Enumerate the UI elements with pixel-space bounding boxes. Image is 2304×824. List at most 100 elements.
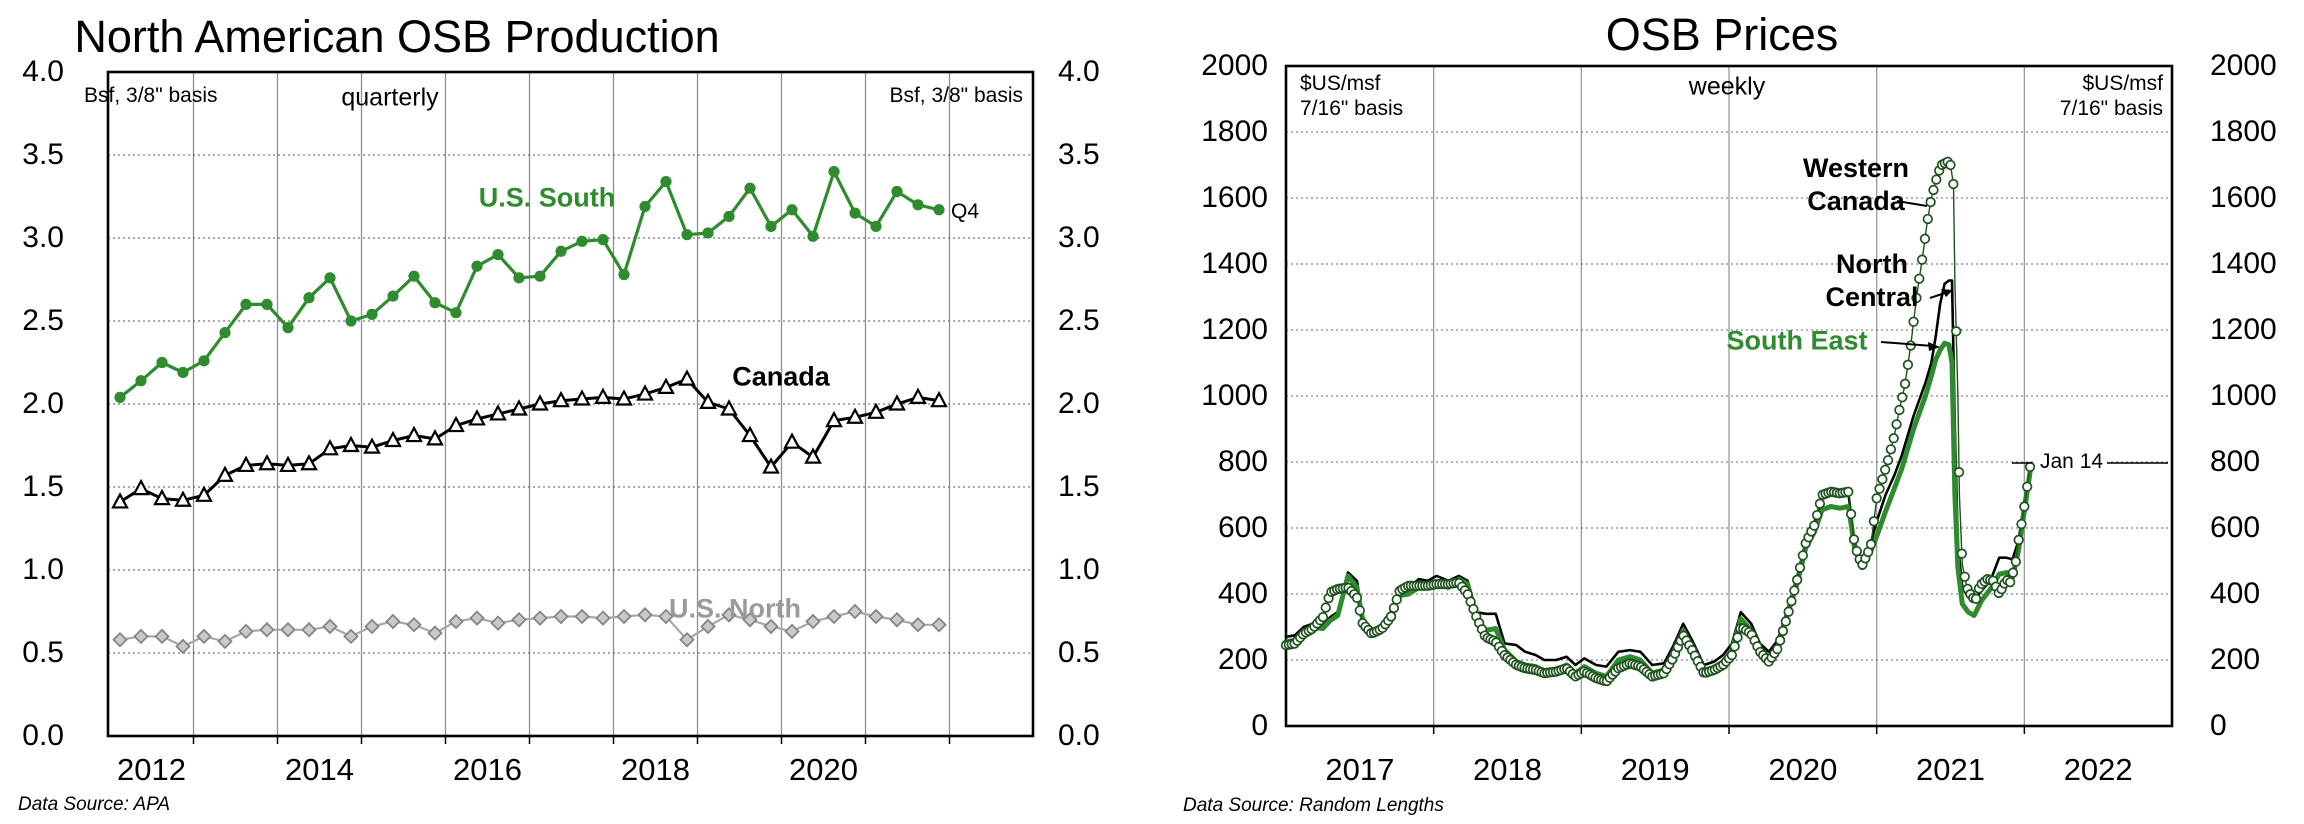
production-data-source: Data Source: APA (18, 794, 171, 815)
y-axis-tick-label: 2.0 (1058, 387, 1100, 420)
western-canada-weekly-marker (1789, 585, 1800, 596)
western-canada-weekly-marker (1388, 602, 1400, 614)
prices-unit-label-left: $US/msf 7/16" basis (1300, 71, 1403, 121)
western-canada-weekly-marker (1794, 562, 1806, 573)
western-canada-weekly-marker (1726, 650, 1737, 661)
y-axis-tick-label: 1800 (2210, 115, 2277, 148)
western-canada-weekly-marker (1877, 474, 1888, 485)
us-south-marker (492, 249, 504, 261)
western-canada-weekly-marker (1871, 493, 1882, 504)
us-south-marker (135, 375, 147, 387)
canada-marker (300, 453, 318, 471)
canada-marker (279, 455, 297, 473)
us-north-marker (532, 610, 548, 626)
us-north-marker (784, 623, 800, 640)
us-north-marker (322, 618, 338, 635)
western-canada-weekly-marker (1797, 550, 1808, 561)
canada-marker (552, 390, 570, 408)
y-axis-tick-label: 3.0 (1058, 221, 1100, 254)
canada-marker (426, 429, 444, 446)
western-canada-weekly-marker (1809, 520, 1820, 531)
western-canada-weekly-marker (1885, 444, 1897, 455)
us-north-marker (112, 631, 128, 648)
us-south-marker (618, 268, 630, 281)
western-canada-weekly-marker (1970, 593, 1982, 604)
us-north-marker (364, 618, 380, 635)
y-axis-tick-label: 0.5 (1058, 636, 1100, 669)
canada-marker (825, 410, 843, 428)
us-north-marker (595, 610, 611, 626)
us-north-marker (679, 631, 695, 648)
western-canada-weekly-marker (1774, 635, 1786, 646)
us-north-marker (847, 603, 863, 620)
canada-marker (237, 455, 255, 473)
us-north-marker (637, 607, 653, 623)
y-axis-tick-label: 0.0 (22, 719, 64, 752)
us-north-marker (427, 625, 443, 641)
western-canada-weekly-marker (1953, 467, 1965, 478)
x-axis-tick-label: 2022 (2063, 752, 2133, 787)
us-south-marker (807, 230, 819, 242)
y-axis-tick-label: 1.0 (22, 553, 64, 586)
canada-marker (699, 392, 717, 409)
x-axis-tick-label: 2021 (1916, 752, 1985, 787)
us-north-marker (742, 612, 758, 628)
us-north-marker (721, 607, 737, 623)
last-point-label-q4: Q4 (951, 200, 980, 223)
prices-unit-line1-right: $US/msf (2082, 72, 2163, 95)
y-axis-tick-label: 400 (2210, 577, 2261, 610)
y-axis-tick-label: 1.5 (22, 470, 64, 503)
us-south-marker (576, 235, 588, 247)
western-canada-weekly-marker (1956, 548, 1968, 559)
canada-marker (510, 399, 528, 416)
western-canada-weekly-marker (1814, 498, 1826, 509)
us-south-marker (660, 175, 672, 188)
western-canada-weekly-marker (1908, 316, 1919, 327)
us-south-marker (681, 229, 693, 241)
us-north-marker (469, 610, 485, 626)
us-north-marker (910, 617, 926, 633)
canada-marker (531, 394, 549, 411)
prices-unit-line1: $US/msf (1300, 72, 1381, 95)
canada-marker (342, 435, 360, 453)
western-canada-weekly-marker (1928, 184, 1939, 196)
us-south-marker (891, 185, 903, 198)
us-south-marker (534, 270, 546, 282)
us-south-marker (345, 315, 357, 327)
western-canada-weekly-marker (1922, 213, 1933, 225)
western-canada-weekly-marker (1905, 340, 1916, 351)
y-axis-tick-label: 1.5 (1058, 470, 1100, 503)
x-axis-tick-label: 2018 (621, 752, 690, 787)
western-canada-weekly-marker (1783, 606, 1794, 617)
y-axis-tick-label: 1600 (1201, 181, 1268, 214)
y-axis-tick-label: 400 (1217, 577, 1268, 610)
western-canada-weekly-marker (1777, 625, 1789, 637)
western-canada-weekly-marker (1888, 433, 1899, 444)
western-canada-weekly-marker (1729, 641, 1740, 652)
y-axis-tick-label: 1000 (1201, 379, 1268, 412)
us-south-marker (870, 220, 882, 232)
western-canada-weekly-marker (1317, 611, 1329, 623)
y-axis-tick-label: 2.5 (1058, 304, 1100, 337)
western-canada-weekly-marker (1865, 539, 1877, 550)
western-canada-weekly-marker (1848, 534, 1860, 545)
western-canada-weekly-marker (1897, 392, 1908, 403)
canada-marker (153, 488, 171, 506)
us-south-marker (429, 297, 441, 309)
canada-marker (678, 369, 696, 386)
western-canada-weekly-marker (2016, 518, 2027, 530)
canada-marker (783, 432, 801, 449)
canada-marker (930, 390, 948, 408)
prices-frequency-label: weekly (1688, 72, 1766, 101)
us-north-marker (196, 628, 212, 645)
canada-marker (909, 387, 927, 404)
us-south-marker (408, 270, 420, 282)
prices-data-source: Data Source: Random Lengths (1183, 795, 1444, 816)
western-canada-weekly-marker (1845, 508, 1857, 520)
us-north-marker (385, 613, 401, 630)
us-north-marker (868, 608, 884, 625)
western-canada-weekly-marker (1732, 632, 1743, 643)
us-north-marker (511, 612, 527, 628)
us-south-marker (303, 292, 315, 304)
